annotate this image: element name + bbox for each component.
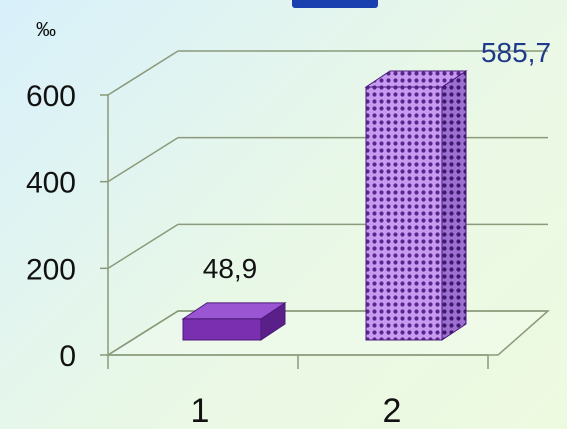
x-tick-label: 1 [191, 392, 210, 429]
gridline-side [107, 223, 179, 269]
gridline-side [107, 50, 179, 96]
y-tick-label: 200 [26, 253, 76, 286]
y-tick-labels: 0 200 400 600 [26, 80, 76, 373]
bar [182, 318, 262, 341]
data-label: 48,9 [203, 253, 258, 284]
title-fragment [292, 0, 378, 8]
axes [100, 94, 489, 369]
gridlines [105, 50, 550, 356]
gridline-side [107, 137, 179, 183]
bar [365, 86, 443, 341]
y-tick-label: 400 [26, 167, 76, 200]
floor-plane [105, 310, 550, 356]
data-label: 585,7 [481, 37, 551, 68]
gridline-side [107, 310, 179, 356]
unit-label: ‰ [36, 19, 56, 41]
bar-side [441, 70, 467, 341]
x-tick-label: 2 [383, 392, 402, 429]
data-labels: 48,9 585,7 [203, 37, 551, 284]
y-tick-label: 0 [59, 340, 76, 373]
y-tick-label: 600 [26, 80, 76, 113]
bars [181, 70, 468, 341]
